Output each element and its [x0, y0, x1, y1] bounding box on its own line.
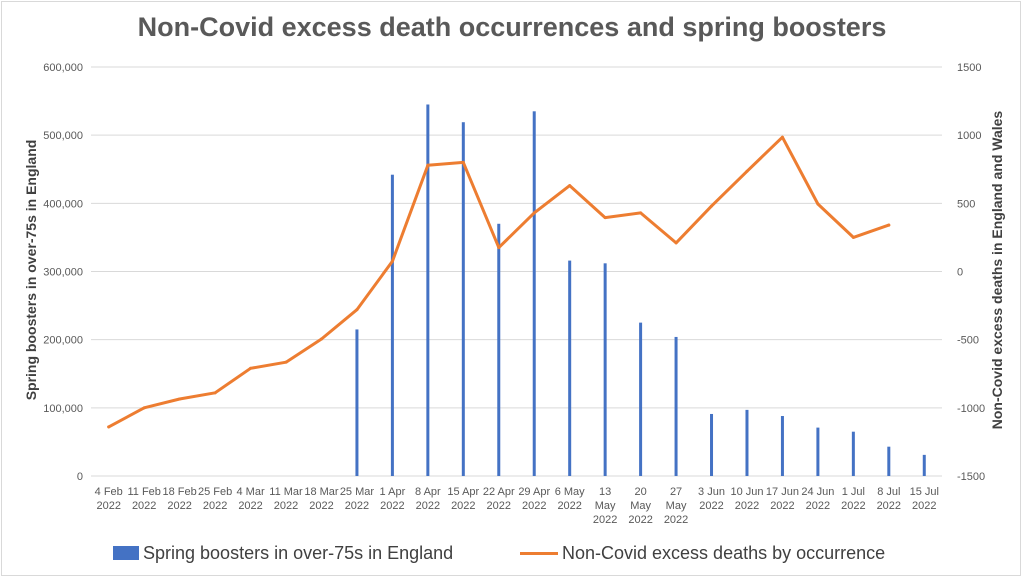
y-left-tick-label: 0	[77, 471, 83, 483]
x-tick-label: 25 Feb 2022	[198, 486, 232, 512]
x-tick-label: 25 Mar 2022	[340, 486, 375, 512]
y-left-tick-label: 500,000	[43, 130, 83, 142]
line-point	[178, 397, 182, 401]
line-point	[887, 223, 891, 227]
y-left-tick-label: 400,000	[43, 198, 83, 210]
line-point	[816, 202, 820, 206]
x-tick-label: 27 May 2022	[664, 486, 688, 526]
y-right-tick-label: -1500	[957, 471, 985, 483]
line-point	[639, 211, 643, 215]
x-tick-label: 29 Apr 2022	[518, 486, 550, 512]
line-point	[461, 160, 465, 164]
line-point	[213, 391, 217, 395]
y-left-tick-label: 200,000	[43, 335, 83, 347]
line-point	[142, 406, 146, 410]
chart-title: Non-Covid excess death occurrences and s…	[137, 12, 887, 42]
legend-swatch-bars	[113, 546, 139, 560]
line-point	[284, 360, 288, 364]
x-tick-label: 15 Jul 2022	[910, 486, 939, 512]
bar	[426, 104, 430, 476]
line-point	[568, 184, 572, 188]
line-point	[851, 235, 855, 239]
line-point	[497, 246, 501, 250]
line-point	[674, 241, 678, 245]
line-point	[532, 211, 536, 215]
x-tick-label: 4 Mar 2022	[237, 486, 265, 512]
y-right-tick-label: 1500	[957, 62, 981, 74]
y-right-tick-label: 0	[957, 267, 963, 279]
line-point	[710, 204, 714, 208]
bar	[639, 322, 643, 476]
x-tick-label: 1 Apr 2022	[380, 486, 406, 512]
x-tick-label: 10 Jun 2022	[730, 486, 763, 512]
x-tick-label: 11 Mar 2022	[269, 486, 303, 512]
line-point	[390, 259, 394, 263]
x-tick-label: 18 Mar 2022	[304, 486, 339, 512]
bar	[851, 431, 855, 476]
bar	[497, 223, 501, 476]
bar	[922, 454, 926, 476]
legend-swatch-line	[520, 551, 558, 555]
bar	[780, 416, 784, 476]
line-point	[603, 216, 607, 220]
bar	[355, 329, 359, 476]
line-point	[426, 163, 430, 167]
bar	[710, 413, 714, 476]
x-tick-label: 3 Jun 2022	[698, 486, 725, 512]
bar	[745, 409, 749, 476]
x-tick-label: 1 Jul 2022	[841, 486, 865, 512]
y-left-tick-label: 300,000	[43, 267, 83, 279]
x-tick-label: 8 Apr 2022	[415, 486, 441, 512]
bar	[674, 336, 678, 476]
x-tick-label: 24 Jun 2022	[801, 486, 834, 512]
bar	[887, 446, 891, 476]
legend-label-bars: Spring boosters in over-75s in England	[143, 542, 454, 563]
x-tick-label: 13 May 2022	[593, 486, 617, 526]
x-tick-label: 15 Apr 2022	[447, 486, 479, 512]
y-left-tick-label: 100,000	[43, 403, 83, 415]
line-point	[355, 308, 359, 312]
x-tick-label: 22 Apr 2022	[483, 486, 515, 512]
x-tick-label: 6 May 2022	[555, 486, 585, 512]
x-tick-label: 8 Jul 2022	[877, 486, 901, 512]
y-right-tick-label: 1000	[957, 130, 981, 142]
x-tick-label: 18 Feb 2022	[163, 486, 197, 512]
legend-label-line: Non-Covid excess deaths by occurrence	[562, 542, 886, 563]
bar	[603, 263, 607, 476]
bar	[532, 111, 536, 476]
y-right-tick-label: -1000	[957, 403, 985, 415]
x-tick-label: 11 Feb 2022	[127, 486, 160, 512]
line-point	[249, 366, 253, 370]
bar	[816, 427, 820, 476]
line-point	[107, 425, 111, 429]
bar	[390, 174, 394, 476]
bar	[461, 122, 465, 476]
legend-item-line: Non-Covid excess deaths by occurrence	[520, 541, 885, 565]
line-point	[780, 135, 784, 139]
y-left-tick-label: 600,000	[43, 62, 83, 74]
line-point	[745, 169, 749, 173]
x-tick-label: 4 Feb 2022	[95, 486, 123, 512]
y-right-tick-label: -500	[957, 335, 979, 347]
x-tick-label: 20 May 2022	[628, 486, 652, 526]
y-right-tick-label: 500	[957, 198, 975, 210]
legend-item-bars: Spring boosters in over-75s in England	[113, 541, 453, 565]
line-point	[319, 337, 323, 341]
bar	[568, 260, 572, 476]
x-tick-label: 17 Jun 2022	[766, 486, 799, 512]
